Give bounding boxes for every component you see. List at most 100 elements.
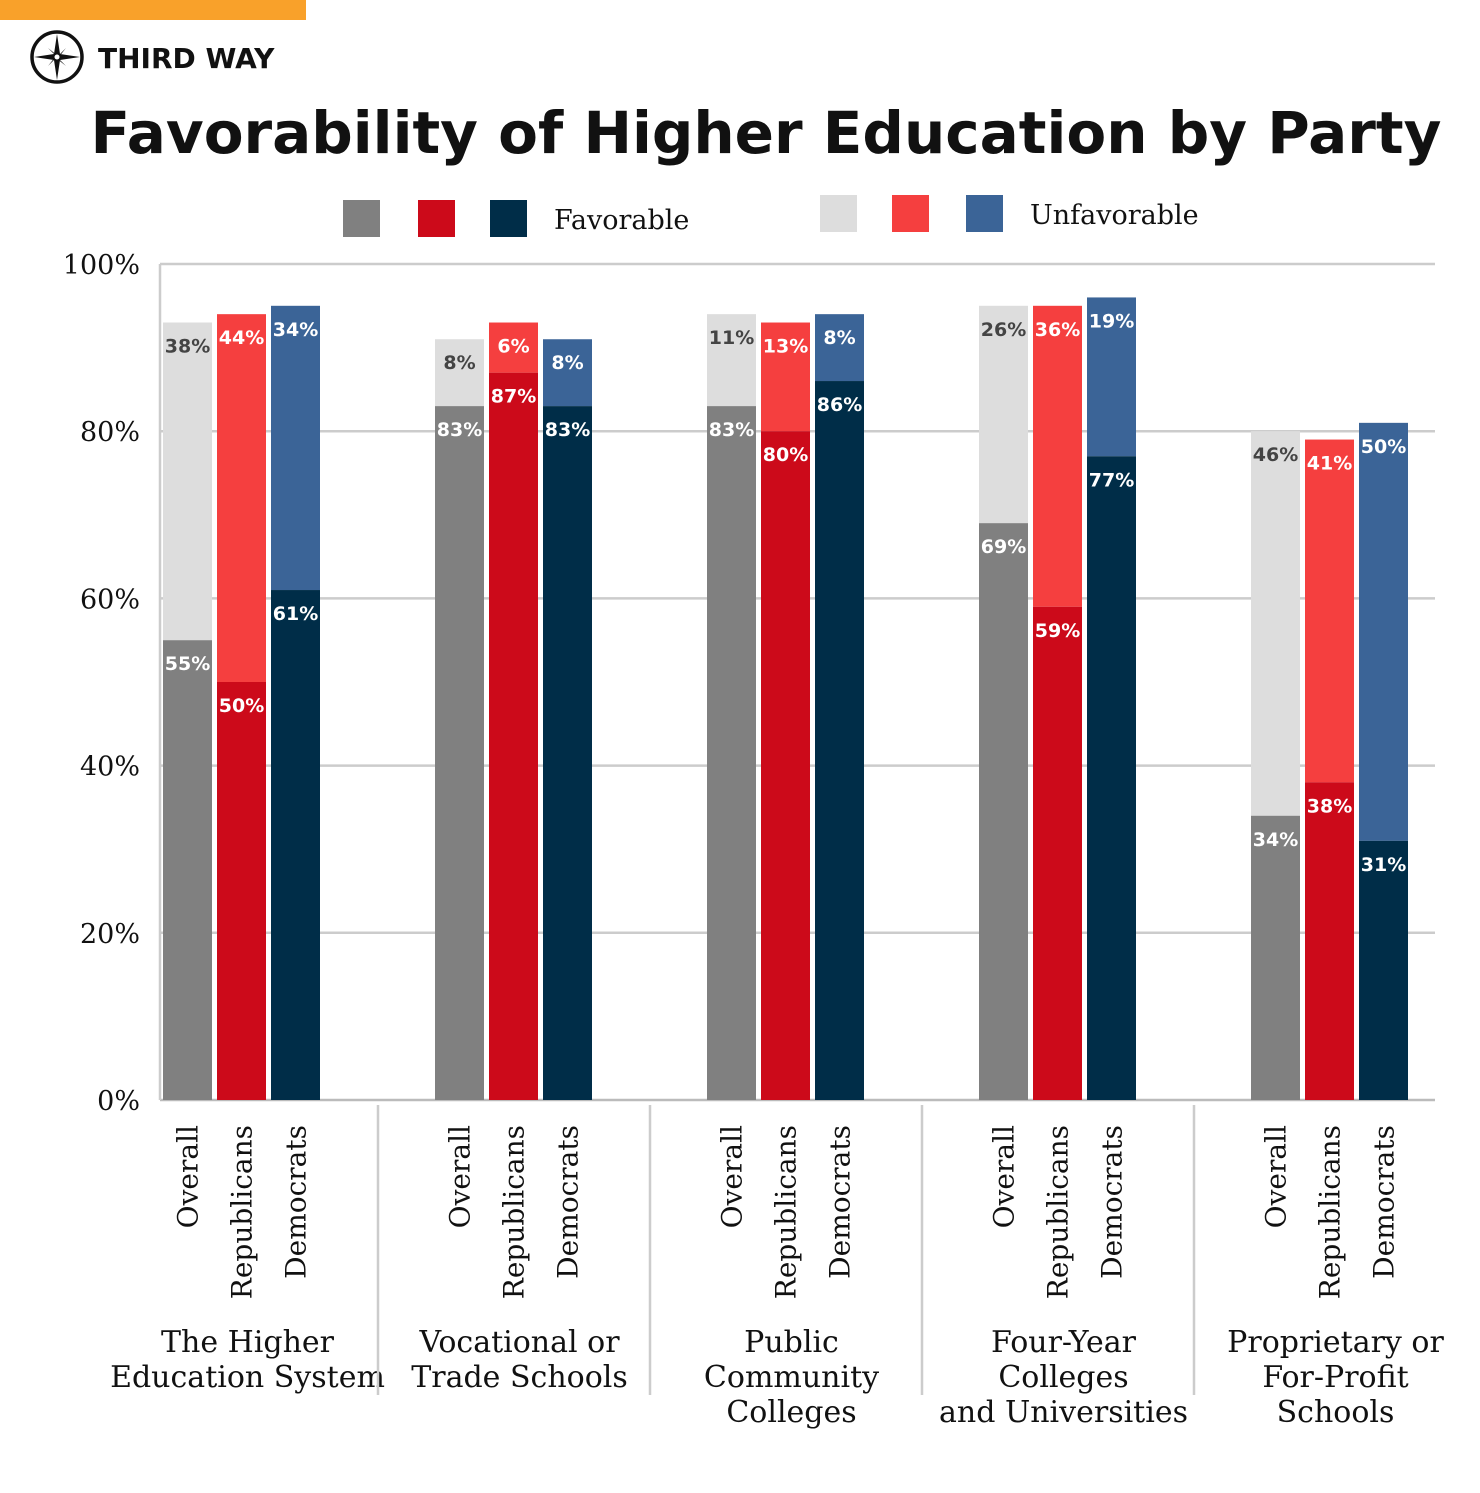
bar-unfavorable-overall: [1251, 431, 1300, 816]
group-label: Proprietary or For-Profit Schools: [1227, 1325, 1444, 1430]
y-tick-label: 40%: [80, 752, 140, 783]
y-tick-label: 80%: [80, 417, 140, 448]
group-label-line: Colleges: [998, 1360, 1128, 1395]
x-tick-label: Overall: [172, 1125, 205, 1228]
x-tick-label: Republicans: [770, 1125, 803, 1299]
data-label-favorable: 59%: [1035, 620, 1080, 642]
bar-unfavorable-democrats: [543, 339, 592, 407]
x-tick-label: Overall: [988, 1125, 1021, 1228]
bar-favorable-democrats: [1087, 456, 1136, 1100]
legend-favorable-label: Favorable: [554, 205, 689, 236]
group-label: Public Community Colleges: [704, 1325, 879, 1430]
data-label-unfavorable: 36%: [1035, 319, 1080, 341]
data-label-unfavorable: 19%: [1089, 310, 1134, 332]
data-label-unfavorable: 11%: [709, 327, 754, 349]
bar-favorable-overall: [435, 406, 484, 1100]
chart-title: Favorability of Higher Education by Part…: [91, 99, 1442, 167]
group-label-line: Four-Year: [991, 1325, 1137, 1360]
group-label-line: Trade Schools: [411, 1360, 628, 1395]
accent-bar: [0, 0, 306, 20]
group-label: Vocational or Trade Schools: [411, 1325, 628, 1395]
compass-icon: [30, 30, 84, 84]
bar-unfavorable-republicans: [1033, 305, 1082, 607]
y-tick-label: 0%: [97, 1086, 140, 1117]
bar-favorable-overall: [979, 523, 1028, 1100]
data-label-favorable: 69%: [981, 536, 1026, 558]
data-label-favorable: 55%: [165, 653, 210, 675]
data-label-favorable: 50%: [219, 695, 264, 717]
group-label-line: Community: [704, 1360, 879, 1395]
bar-unfavorable-democrats: [271, 305, 320, 591]
data-label-favorable: 31%: [1361, 854, 1406, 876]
bar-unfavorable-democrats: [1359, 422, 1408, 841]
bar-favorable-democrats: [271, 590, 320, 1100]
bar-favorable-overall: [163, 640, 212, 1100]
group-label-line: Vocational or: [418, 1325, 620, 1360]
bar-group: 26% 69% 36% 59% 19% 77%: [979, 297, 1136, 1100]
legend-unfavorable-label: Unfavorable: [1030, 200, 1199, 231]
x-tick-label: Republicans: [1042, 1125, 1075, 1299]
data-label-favorable: 80%: [763, 444, 808, 466]
data-label-unfavorable: 6%: [497, 336, 529, 358]
legend-swatch-republicans-unfavorable: [892, 195, 929, 232]
bar-group: 11% 83% 13% 80% 8% 86%: [707, 314, 864, 1100]
bar-favorable-overall: [1251, 815, 1300, 1100]
x-tick-label: Republicans: [498, 1125, 531, 1299]
bars: 38%55%44%50%34%61%8%83%6%87%8%83%11%83%1…: [163, 297, 1408, 1100]
bar-unfavorable-democrats: [1087, 297, 1136, 457]
x-tick-label: Democrats: [1368, 1125, 1401, 1279]
x-tick-label: Overall: [444, 1125, 477, 1228]
data-label-unfavorable: 44%: [219, 327, 264, 349]
bar-favorable-democrats: [1359, 840, 1408, 1100]
x-axis: Overall Republicans Democrats The Higher Edu…: [110, 1105, 1444, 1430]
group-label-line: Public: [744, 1325, 839, 1360]
bar-unfavorable-overall: [163, 322, 212, 641]
logo: THIRD WAY: [30, 30, 275, 84]
y-axis: 0% 20% 40% 60% 80% 100%: [63, 250, 162, 1117]
bar-unfavorable-overall: [979, 305, 1028, 524]
bar-unfavorable-overall: [435, 339, 484, 407]
x-tick-label: Democrats: [1096, 1125, 1129, 1279]
legend-swatch-democrats-unfavorable: [966, 195, 1003, 232]
bar-favorable-republicans: [217, 682, 266, 1100]
legend-swatch-overall-favorable: [343, 200, 380, 237]
data-label-favorable: 34%: [1253, 829, 1298, 851]
data-label-unfavorable: 13%: [763, 336, 808, 358]
bar-favorable-democrats: [815, 381, 864, 1100]
group-label-line: and Universities: [939, 1395, 1188, 1430]
logo-text: THIRD WAY: [98, 42, 275, 75]
data-label-favorable: 77%: [1089, 469, 1134, 491]
group-label-line: The Higher: [161, 1325, 335, 1360]
legend: Favorable Unfavorable: [343, 195, 1199, 237]
y-tick-label: 60%: [80, 584, 140, 615]
bar-unfavorable-republicans: [489, 322, 538, 373]
group-label: The Higher Education System: [110, 1325, 385, 1395]
bar-group: 38% 55% 44% 50% 34% 61%: [163, 305, 320, 1100]
y-tick-label: 20%: [80, 919, 140, 950]
group-label: Four-Year Colleges and Universities: [939, 1325, 1188, 1430]
x-tick-label: Republicans: [226, 1125, 259, 1299]
x-tick-label: Democrats: [280, 1125, 313, 1279]
x-tick-label: Democrats: [552, 1125, 585, 1279]
data-label-unfavorable: 41%: [1307, 453, 1352, 475]
bar-unfavorable-republicans: [761, 322, 810, 432]
group-label-line: Colleges: [726, 1395, 856, 1430]
bar-favorable-republicans: [489, 372, 538, 1100]
legend-swatch-overall-unfavorable: [820, 195, 857, 232]
bar-unfavorable-democrats: [815, 314, 864, 382]
data-label-unfavorable: 34%: [273, 319, 318, 341]
data-label-unfavorable: 26%: [981, 319, 1026, 341]
bar-unfavorable-overall: [707, 314, 756, 407]
data-label-favorable: 83%: [437, 419, 482, 441]
bar-unfavorable-republicans: [1305, 439, 1354, 783]
data-label-favorable: 86%: [817, 394, 862, 416]
data-label-unfavorable: 50%: [1361, 436, 1406, 458]
data-label-favorable: 61%: [273, 603, 318, 625]
data-label-favorable: 83%: [545, 419, 590, 441]
legend-swatch-democrats-favorable: [490, 200, 527, 237]
bar-unfavorable-republicans: [217, 314, 266, 682]
bar-favorable-republicans: [1305, 782, 1354, 1100]
data-label-unfavorable: 8%: [443, 352, 475, 374]
group-label-line: For-Profit: [1262, 1360, 1408, 1395]
